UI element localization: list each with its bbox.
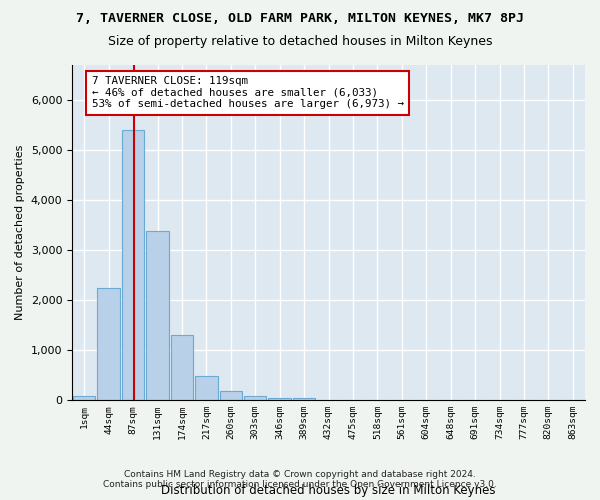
Bar — [268, 398, 291, 400]
Bar — [73, 396, 95, 400]
Bar — [170, 335, 193, 400]
Text: Contains HM Land Registry data © Crown copyright and database right 2024.
Contai: Contains HM Land Registry data © Crown c… — [103, 470, 497, 489]
Bar — [146, 231, 169, 400]
Text: 7 TAVERNER CLOSE: 119sqm
← 46% of detached houses are smaller (6,033)
53% of sem: 7 TAVERNER CLOSE: 119sqm ← 46% of detach… — [92, 76, 404, 109]
Bar — [220, 390, 242, 400]
Bar — [244, 396, 266, 400]
Bar — [195, 376, 218, 400]
Bar — [97, 288, 120, 400]
Text: 7, TAVERNER CLOSE, OLD FARM PARK, MILTON KEYNES, MK7 8PJ: 7, TAVERNER CLOSE, OLD FARM PARK, MILTON… — [76, 12, 524, 26]
Text: Size of property relative to detached houses in Milton Keynes: Size of property relative to detached ho… — [108, 35, 492, 48]
Bar — [293, 398, 316, 400]
X-axis label: Distribution of detached houses by size in Milton Keynes: Distribution of detached houses by size … — [161, 484, 496, 497]
Y-axis label: Number of detached properties: Number of detached properties — [15, 145, 25, 320]
Bar — [122, 130, 145, 400]
